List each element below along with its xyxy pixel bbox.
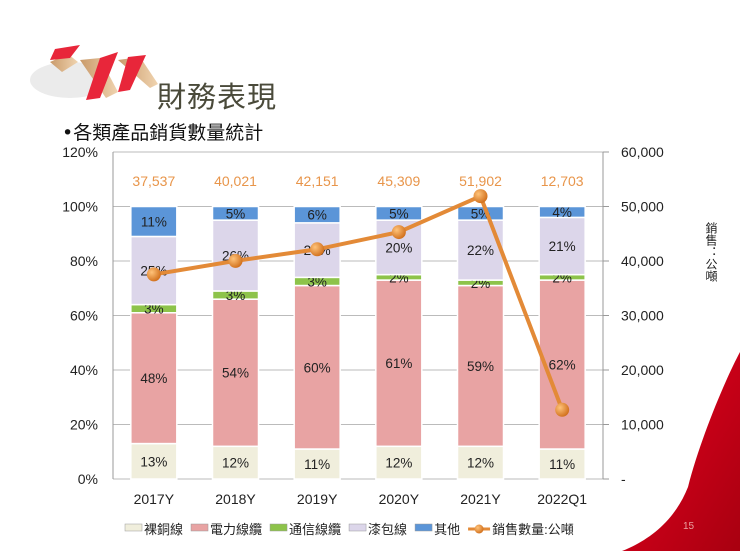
- sales-data-label: 40,021: [214, 173, 257, 189]
- legend-swatch: [124, 523, 143, 532]
- bar-data-label: 4%: [552, 205, 572, 220]
- sales-marker: [310, 242, 325, 257]
- y2-tick-label: 10,000: [621, 417, 664, 433]
- bar-data-label: 13%: [140, 454, 167, 469]
- bar-segment: [211, 445, 260, 480]
- bar-data-label: 5%: [389, 206, 409, 221]
- bar-segment: [130, 205, 178, 238]
- y-tick-label: 20%: [70, 417, 98, 433]
- bar-data-label: 3%: [226, 288, 246, 303]
- y2-axis-label: 銷售：公噸: [704, 222, 718, 282]
- bar-data-label: 12%: [467, 456, 494, 471]
- sales-data-label: 37,537: [132, 173, 175, 189]
- chart: 0% 20% 40% 60% 80% 100% 120% - 10,000 20,000 30,00…: [62, 144, 664, 537]
- y-tick-label: 100%: [62, 199, 98, 215]
- bar-data-label: 5%: [226, 206, 246, 221]
- x-tick-label: 2022Q1: [537, 491, 587, 507]
- legend-label: 其他: [434, 522, 460, 537]
- bar-segment: [538, 216, 586, 276]
- bar-segment: [293, 284, 341, 450]
- legend-label: 裸銅線: [144, 522, 183, 537]
- sales-data-label: 12,703: [541, 173, 584, 189]
- legend-swatch: [348, 523, 367, 532]
- bar-data-label: 11%: [549, 457, 575, 472]
- bar-segment: [456, 205, 505, 221]
- y2-tick-label: 40,000: [621, 253, 664, 269]
- legend-marker-swatch: [474, 524, 484, 534]
- company-logo: [30, 45, 158, 100]
- sales-marker: [555, 402, 570, 417]
- bar-segment: [375, 205, 423, 221]
- sales-data-label: 51,902: [459, 173, 502, 189]
- legend-swatch: [269, 523, 288, 532]
- y-tick-label: 80%: [70, 253, 98, 269]
- bar-segment: [375, 445, 423, 480]
- bar-data-label: 3%: [144, 302, 164, 317]
- y-tick-label: 40%: [70, 362, 98, 378]
- legend-label: 銷售數量:公噸: [492, 522, 574, 537]
- legend-label: 通信線纜: [289, 522, 341, 537]
- x-tick-label: 2021Y: [460, 491, 501, 507]
- bar-data-label: 54%: [222, 366, 249, 381]
- bar-data-label: 21%: [549, 239, 576, 254]
- sales-data-label: 45,309: [377, 173, 420, 189]
- bar-segment: [130, 312, 178, 445]
- bar-segment: [211, 205, 260, 221]
- x-tick-label: 2018Y: [215, 491, 256, 507]
- y-tick-label: 60%: [70, 308, 98, 324]
- y2-tick-label: 30,000: [621, 308, 664, 324]
- bar-data-label: 3%: [307, 274, 327, 289]
- x-tick-label: 2019Y: [297, 491, 338, 507]
- sales-marker: [228, 253, 243, 268]
- sales-marker: [473, 189, 488, 204]
- decorative-red-swoosh: [622, 352, 740, 551]
- y-tick-label: 0%: [78, 471, 98, 487]
- bar-segment: [456, 219, 505, 281]
- bar-segment: [538, 448, 586, 480]
- bar-data-label: 60%: [304, 360, 331, 375]
- bar-segment: [293, 205, 341, 224]
- sales-marker: [391, 225, 406, 240]
- legend-label: 電力線纜: [210, 522, 262, 537]
- legend-swatch: [190, 523, 209, 532]
- bar-data-label: 11%: [304, 457, 330, 472]
- bar-segment: [211, 298, 260, 448]
- bar-data-label: 59%: [467, 359, 494, 374]
- bar-data-label: 61%: [385, 356, 412, 371]
- chart-subtitle: •各類產品銷貨數量統計: [62, 122, 264, 144]
- bar-segment: [538, 205, 586, 219]
- bar-data-label: 48%: [140, 371, 167, 386]
- sales-marker: [146, 267, 161, 282]
- bar-data-label: 20%: [385, 240, 412, 255]
- y2-tick-label: -: [621, 471, 626, 487]
- legend-label: 漆包線: [368, 522, 407, 537]
- bar-data-label: 62%: [549, 358, 576, 373]
- bar-data-label: 12%: [222, 456, 249, 471]
- y2-tick-label: 20,000: [621, 362, 664, 378]
- bar-data-label: 11%: [141, 214, 167, 229]
- bar-data-label: 12%: [385, 456, 412, 471]
- sales-data-label: 42,151: [296, 173, 339, 189]
- bar-data-label: 6%: [307, 208, 327, 223]
- sales-line: [153, 193, 565, 411]
- bar-segment: [456, 445, 505, 480]
- y2-tick-label: 50,000: [621, 199, 664, 215]
- page-number: 15: [683, 521, 695, 532]
- page-title: 財務表現: [157, 80, 278, 114]
- y-tick-label: 120%: [62, 144, 98, 160]
- bar-segment: [375, 279, 423, 448]
- x-tick-label: 2017Y: [134, 491, 175, 507]
- legend-swatch: [414, 523, 433, 532]
- bar-data-label: 22%: [467, 243, 494, 258]
- x-tick-label: 2020Y: [379, 491, 420, 507]
- y2-tick-label: 60,000: [621, 144, 664, 160]
